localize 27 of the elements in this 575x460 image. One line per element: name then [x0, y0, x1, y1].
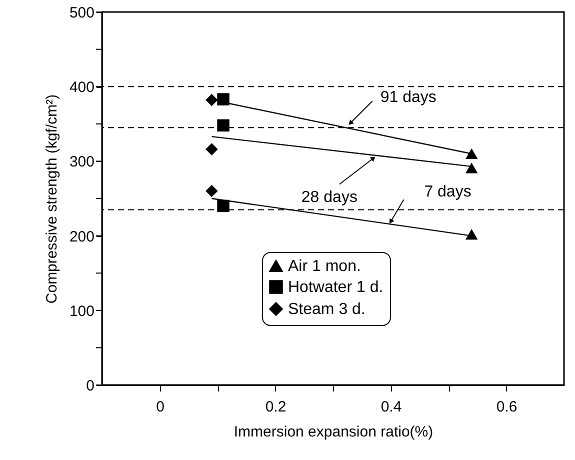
point [217, 93, 230, 106]
y-tick-label: 100 [69, 302, 94, 320]
y-tick-label: 300 [69, 154, 94, 171]
y-tick-label: 0 [86, 378, 94, 394]
point [465, 229, 478, 240]
legend-label: Steam 3 d. [288, 301, 366, 318]
y-tick-label: 400 [69, 79, 94, 96]
point [217, 200, 230, 212]
y-tick-label: 200 [69, 228, 94, 246]
annotation: 91 days [380, 89, 436, 106]
x-axis-title: Immersion expansion ratio(%) [234, 424, 434, 440]
point [217, 119, 230, 132]
y-axis-title: Compressive strength (kgf/cm²) [43, 94, 60, 304]
annotation: 28 days [301, 189, 358, 206]
point [206, 143, 218, 156]
annotation: 7 days [424, 184, 472, 201]
point [206, 184, 218, 198]
y-tick-label: 500 [69, 4, 94, 22]
x-tick-label: 0.4 [380, 398, 402, 416]
x-tick-label: 0.2 [265, 398, 286, 416]
point [465, 148, 478, 160]
point [206, 94, 218, 106]
legend-label: Air 1 mon. [288, 258, 361, 275]
x-tick-label: 0.6 [496, 398, 518, 416]
x-tick-label: 0 [156, 398, 164, 416]
legend-label: Hotwater 1 d. [288, 279, 384, 296]
point [465, 162, 478, 174]
